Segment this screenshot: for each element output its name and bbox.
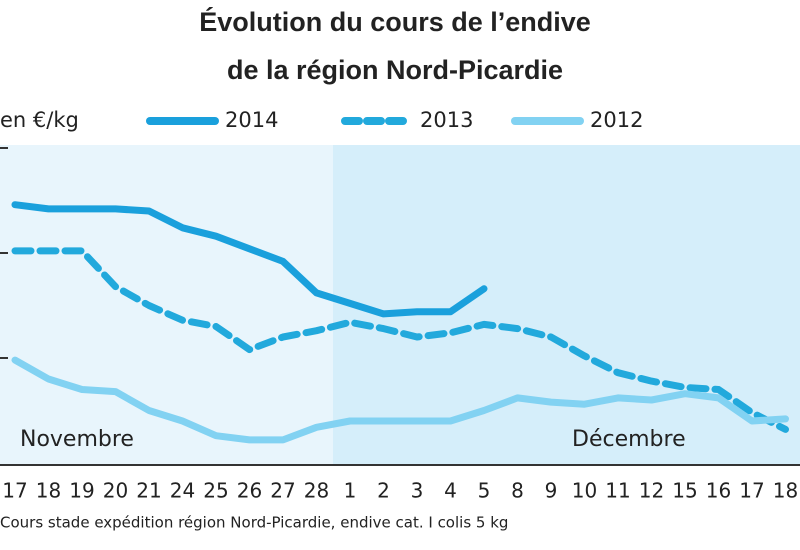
- x-tick-label: 17: [2, 479, 27, 503]
- x-tick-label: 21: [136, 479, 161, 503]
- annotation: Novembre: [20, 427, 134, 452]
- x-tick-label: 3: [411, 479, 424, 503]
- x-tick-label: 20: [103, 479, 128, 503]
- november-background: [0, 145, 333, 465]
- x-tick-label: 25: [203, 479, 228, 503]
- y-axis-label: en €/kg: [0, 108, 79, 132]
- december-background: [333, 145, 800, 465]
- x-tick-label: 24: [170, 479, 195, 503]
- x-tick-label: 11: [605, 479, 630, 503]
- series-line: [11, 201, 488, 318]
- x-tick-label: 8: [511, 479, 524, 503]
- x-tick-label: 15: [672, 479, 697, 503]
- legend-label: 2013: [420, 108, 473, 132]
- x-tick-label: 5: [478, 479, 491, 503]
- x-tick-label: 26: [237, 479, 262, 503]
- x-tick-label: 2: [377, 479, 390, 503]
- annotation: Décembre: [572, 427, 686, 452]
- x-tick-label: 27: [270, 479, 295, 503]
- series-line: [11, 356, 789, 444]
- x-tick-label: 9: [545, 479, 558, 503]
- x-tick-label: 28: [304, 479, 329, 503]
- x-tick-label: 16: [706, 479, 731, 503]
- source-note: Cours stade expédition région Nord-Picar…: [0, 514, 508, 532]
- legend-label: 2014: [225, 108, 278, 132]
- x-tick-label: 4: [444, 479, 457, 503]
- x-tick-label: 10: [572, 479, 597, 503]
- legend-label: 2012: [590, 108, 643, 132]
- x-tick-label: 19: [69, 479, 94, 503]
- chart-title: de la région Nord-Picardie: [227, 55, 563, 85]
- x-tick-label: 17: [739, 479, 764, 503]
- x-tick-label: 12: [639, 479, 664, 503]
- x-tick-label: 18: [36, 479, 61, 503]
- series-line: [11, 247, 789, 433]
- x-tick-label: 1: [344, 479, 357, 503]
- chart-title: Évolution du cours de l’endive: [199, 6, 591, 37]
- x-tick-label: 18: [773, 479, 798, 503]
